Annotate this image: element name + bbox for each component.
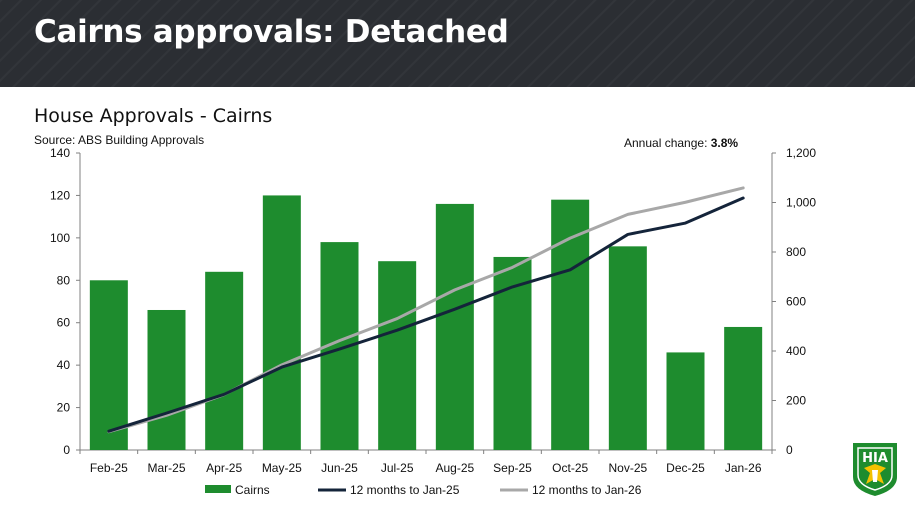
x-tick-label: Feb-25 [90, 461, 128, 475]
bar-cairns [89, 280, 128, 450]
line-12-months-to-jan-26 [107, 186, 745, 434]
x-tick-label: Apr-25 [206, 461, 242, 475]
annual-change: Annual change: 3.8% [624, 136, 738, 150]
x-tick-label: Dec-25 [666, 461, 705, 475]
y-right-tick-label: 600 [786, 295, 806, 309]
x-tick-label: Sep-25 [493, 461, 532, 475]
x-tick-label: May-25 [262, 461, 302, 475]
y-left-tick-label: 20 [57, 401, 71, 415]
bar-cairns [378, 261, 417, 450]
x-tick-label: Oct-25 [552, 461, 588, 475]
x-tick-label: Jun-25 [321, 461, 358, 475]
annual-change-value: 3.8% [710, 136, 739, 150]
y-left-tick-label: 0 [63, 443, 70, 457]
annual-change-label: Annual change: [624, 136, 708, 150]
x-tick-label: Nov-25 [608, 461, 647, 475]
y-right-tick-label: 200 [786, 394, 806, 408]
y-right-tick-label: 400 [786, 344, 806, 358]
x-tick-label: Jul-25 [381, 461, 414, 475]
bar-cairns [435, 203, 474, 450]
y-left-tick-label: 60 [57, 316, 71, 330]
y-left-tick-label: 80 [57, 273, 71, 287]
legend-label-cairns: Cairns [235, 483, 270, 497]
x-tick-label: Jan-26 [725, 461, 762, 475]
bar-cairns [666, 352, 705, 450]
bar-cairns [493, 256, 532, 450]
title-banner: Cairns approvals: Detached [0, 0, 915, 87]
y-right-tick-label: 800 [786, 245, 806, 259]
bar-cairns [205, 271, 244, 450]
x-tick-label: Mar-25 [147, 461, 185, 475]
line-12-months-to-jan-25 [107, 196, 745, 433]
x-tick-label: Aug-25 [435, 461, 474, 475]
legend-label-line: 12 months to Jan-26 [532, 483, 642, 497]
bar-cairns [608, 246, 647, 450]
y-left-tick-label: 40 [57, 358, 71, 372]
legend-label-line: 12 months to Jan-25 [350, 483, 460, 497]
hia-logo: HIA [853, 443, 897, 496]
hia-logo-text: HIA [862, 451, 888, 466]
bar-cairns [147, 309, 186, 450]
y-right-tick-label: 0 [786, 443, 793, 457]
y-left-tick-label: 100 [50, 231, 70, 245]
y-right-tick-label: 1,200 [786, 146, 816, 160]
page-title: Cairns approvals: Detached [34, 14, 509, 50]
bar-cairns [262, 195, 301, 450]
chart-title: House Approvals - Cairns [34, 105, 273, 127]
y-right-tick-label: 1,000 [786, 196, 816, 210]
bar-cairns [551, 199, 590, 450]
bar-cairns [724, 326, 763, 450]
y-left-tick-label: 140 [50, 146, 70, 160]
legend-swatch-cairns [205, 485, 231, 493]
y-left-tick-label: 120 [50, 188, 70, 202]
chart-source: Source: ABS Building Approvals [34, 133, 205, 147]
